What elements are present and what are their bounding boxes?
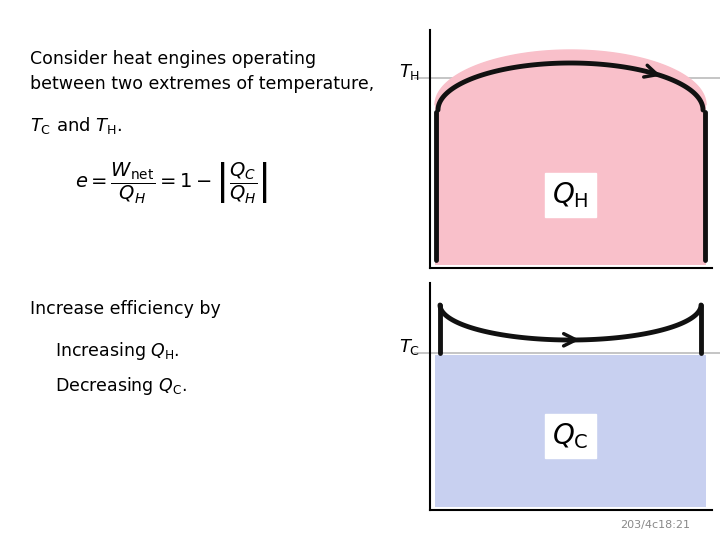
Text: 203/4c18:21: 203/4c18:21	[620, 520, 690, 530]
Bar	[435, 355, 706, 507]
Polygon shape	[435, 50, 706, 105]
Bar	[435, 105, 706, 265]
Text: $Q_{\rm C}$: $Q_{\rm C}$	[552, 421, 589, 451]
Text: $T_{\rm H}$: $T_{\rm H}$	[399, 62, 420, 82]
Text: $T_{\rm C}$ and $T_{\rm H}$.: $T_{\rm C}$ and $T_{\rm H}$.	[30, 115, 122, 136]
Text: $e = \dfrac{W_{\rm net}}{Q_{\it H}} = 1 - \left|\dfrac{Q_C}{Q_{\it H}}\right|$: $e = \dfrac{W_{\rm net}}{Q_{\it H}} = 1 …	[75, 160, 268, 205]
Text: Increase efficiency by: Increase efficiency by	[30, 300, 221, 318]
Text: Decreasing $Q_{\rm C}$.: Decreasing $Q_{\rm C}$.	[55, 375, 186, 397]
Text: $T_{\rm C}$: $T_{\rm C}$	[399, 337, 420, 357]
Text: between two extremes of temperature,: between two extremes of temperature,	[30, 75, 374, 93]
Text: Consider heat engines operating: Consider heat engines operating	[30, 50, 316, 68]
Text: Increasing $Q_{\rm H}$.: Increasing $Q_{\rm H}$.	[55, 340, 179, 362]
Text: $Q_{\rm H}$: $Q_{\rm H}$	[552, 180, 589, 210]
